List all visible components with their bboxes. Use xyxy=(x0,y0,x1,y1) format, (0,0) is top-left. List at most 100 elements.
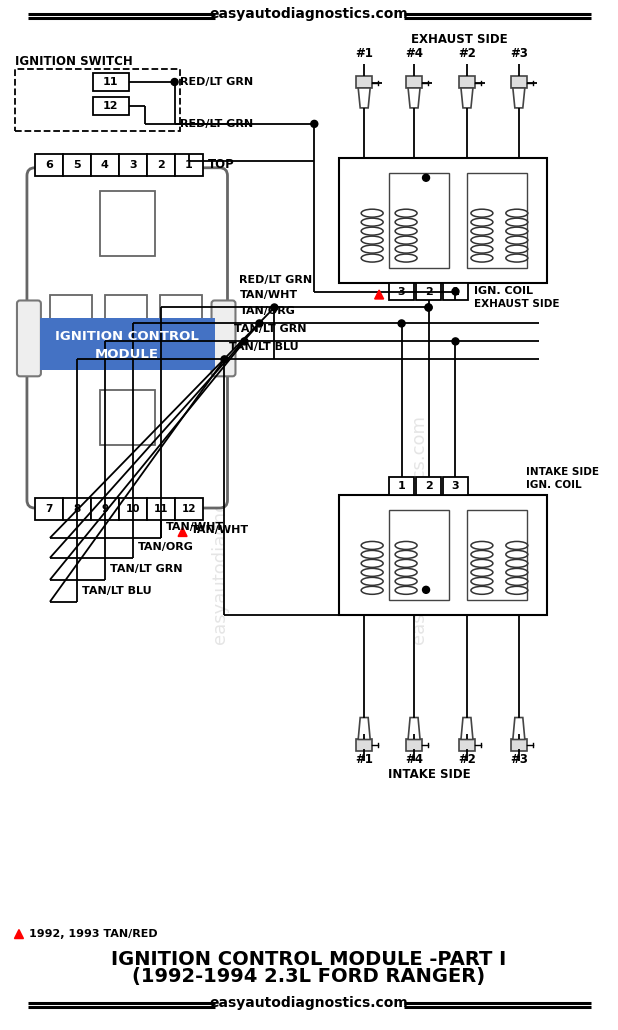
Bar xyxy=(459,740,475,752)
Bar xyxy=(406,76,422,88)
Polygon shape xyxy=(14,929,23,938)
Circle shape xyxy=(398,320,405,327)
Text: 3: 3 xyxy=(452,481,459,491)
Bar xyxy=(459,76,475,88)
Polygon shape xyxy=(513,88,525,108)
Polygon shape xyxy=(408,718,420,740)
Text: #2: #2 xyxy=(458,46,476,60)
FancyBboxPatch shape xyxy=(211,301,235,376)
Text: TAN/LT GRN: TAN/LT GRN xyxy=(234,324,307,335)
Bar xyxy=(35,499,63,520)
Text: IGNITION CONTROL MODULE -PART I: IGNITION CONTROL MODULE -PART I xyxy=(111,950,506,968)
Circle shape xyxy=(311,121,318,128)
Text: TOP: TOP xyxy=(208,159,234,171)
Bar xyxy=(175,499,203,520)
Bar xyxy=(467,510,527,599)
Circle shape xyxy=(221,355,228,363)
Text: 4: 4 xyxy=(101,160,109,170)
Text: IGNITION CONTROL: IGNITION CONTROL xyxy=(55,330,199,343)
Circle shape xyxy=(425,304,432,311)
Polygon shape xyxy=(513,718,525,740)
Bar xyxy=(99,390,154,445)
Text: TAN/WHT: TAN/WHT xyxy=(166,522,224,531)
Text: IGN. COIL: IGN. COIL xyxy=(474,285,533,296)
Bar xyxy=(339,158,547,282)
Bar xyxy=(339,495,547,615)
Text: 3: 3 xyxy=(129,160,137,170)
Text: RED/LT GRN: RED/LT GRN xyxy=(180,118,253,129)
Polygon shape xyxy=(358,718,370,740)
Text: 8: 8 xyxy=(73,504,80,514)
Text: 11: 11 xyxy=(103,77,119,87)
Polygon shape xyxy=(178,527,187,537)
Circle shape xyxy=(423,586,430,593)
Bar xyxy=(406,740,422,752)
Text: 9: 9 xyxy=(101,504,108,514)
Bar xyxy=(175,153,203,176)
FancyBboxPatch shape xyxy=(17,301,41,376)
Text: MODULE: MODULE xyxy=(95,348,159,362)
Text: 1: 1 xyxy=(452,286,459,297)
Circle shape xyxy=(271,304,278,311)
Text: TAN/LT BLU: TAN/LT BLU xyxy=(82,586,151,595)
Text: TAN/LT GRN: TAN/LT GRN xyxy=(110,563,182,574)
Bar xyxy=(119,499,146,520)
Bar xyxy=(63,499,91,520)
Circle shape xyxy=(423,174,430,181)
FancyBboxPatch shape xyxy=(27,168,227,508)
Text: easyautodiagnostics.com: easyautodiagnostics.com xyxy=(211,415,229,645)
Polygon shape xyxy=(408,88,420,108)
Bar xyxy=(389,510,449,599)
Text: #2: #2 xyxy=(458,753,476,766)
Text: (1992-1994 2.3L FORD RANGER): (1992-1994 2.3L FORD RANGER) xyxy=(132,967,485,987)
Circle shape xyxy=(425,304,432,311)
Text: TAN/ORG: TAN/ORG xyxy=(239,307,295,316)
Text: INTAKE SIDE: INTAKE SIDE xyxy=(526,467,599,477)
Bar xyxy=(467,173,527,268)
Text: 3: 3 xyxy=(398,286,405,297)
Bar xyxy=(50,296,92,325)
Text: 2: 2 xyxy=(425,286,433,297)
Text: #1: #1 xyxy=(355,46,373,60)
Text: RED/LT GRN: RED/LT GRN xyxy=(180,77,253,87)
Bar xyxy=(119,153,146,176)
Text: IGNITION SWITCH: IGNITION SWITCH xyxy=(15,55,133,68)
Text: EXHAUST SIDE: EXHAUST SIDE xyxy=(474,300,559,309)
Text: TAN/LT BLU: TAN/LT BLU xyxy=(229,342,299,352)
Circle shape xyxy=(256,320,263,327)
Text: #1: #1 xyxy=(355,753,373,766)
Text: 11: 11 xyxy=(153,504,168,514)
Polygon shape xyxy=(461,718,473,740)
Bar xyxy=(146,153,175,176)
Bar xyxy=(356,740,372,752)
Bar xyxy=(356,76,372,88)
Bar xyxy=(511,76,527,88)
Polygon shape xyxy=(375,290,384,299)
Text: 2: 2 xyxy=(157,160,164,170)
Text: 2: 2 xyxy=(425,481,433,491)
Text: #4: #4 xyxy=(405,753,423,766)
Text: EXHAUST SIDE: EXHAUST SIDE xyxy=(410,33,507,45)
Text: TAN/ORG: TAN/ORG xyxy=(138,542,193,552)
Bar xyxy=(63,153,91,176)
Text: 12: 12 xyxy=(181,504,196,514)
Bar xyxy=(15,69,180,131)
Bar xyxy=(105,296,146,325)
Bar xyxy=(93,97,129,115)
Text: 1: 1 xyxy=(185,160,192,170)
Text: easyautodiagnostics.com: easyautodiagnostics.com xyxy=(209,996,408,1009)
Bar xyxy=(146,499,175,520)
Bar xyxy=(443,477,468,495)
Text: 7: 7 xyxy=(45,504,53,514)
Text: 10: 10 xyxy=(125,504,140,514)
Text: 1992, 1993 TAN/RED: 1992, 1993 TAN/RED xyxy=(29,929,158,939)
Text: #3: #3 xyxy=(510,46,528,60)
Text: #3: #3 xyxy=(510,753,528,766)
Bar xyxy=(511,740,527,752)
Text: 5: 5 xyxy=(73,160,80,170)
Text: easyautodiagnostics.com: easyautodiagnostics.com xyxy=(209,7,408,22)
Text: 1: 1 xyxy=(398,481,405,491)
Bar xyxy=(93,73,129,91)
Text: 12: 12 xyxy=(103,101,119,111)
Bar xyxy=(389,173,449,268)
